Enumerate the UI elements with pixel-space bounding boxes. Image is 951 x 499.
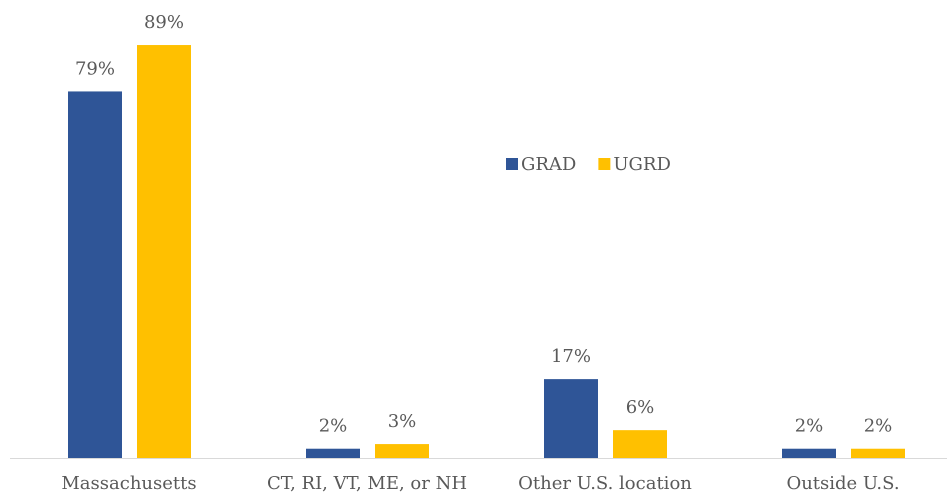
bar — [851, 448, 905, 458]
bar — [613, 430, 667, 458]
legend-swatch — [506, 158, 518, 170]
bar — [68, 91, 122, 458]
data-label: 2% — [319, 416, 348, 437]
data-label: 2% — [795, 416, 824, 437]
legend-label: UGRD — [613, 154, 671, 175]
x-tick-label: Other U.S. location — [518, 473, 692, 494]
bar — [375, 444, 429, 458]
data-label: 6% — [626, 397, 655, 418]
data-label: 17% — [551, 346, 591, 367]
bar — [306, 448, 360, 458]
data-label: 79% — [75, 58, 115, 79]
legend-swatch — [598, 158, 611, 170]
data-label: 2% — [864, 416, 893, 437]
x-tick-label: CT, RI, VT, ME, or NH — [267, 473, 467, 494]
legend-label: GRAD — [521, 154, 576, 175]
bar — [137, 45, 191, 458]
data-label: 3% — [388, 411, 417, 432]
x-tick-label: Massachusetts — [61, 473, 196, 494]
bar — [544, 379, 598, 458]
data-label: 89% — [144, 12, 184, 33]
bar — [782, 448, 836, 458]
x-tick-label: Outside U.S. — [786, 473, 899, 494]
